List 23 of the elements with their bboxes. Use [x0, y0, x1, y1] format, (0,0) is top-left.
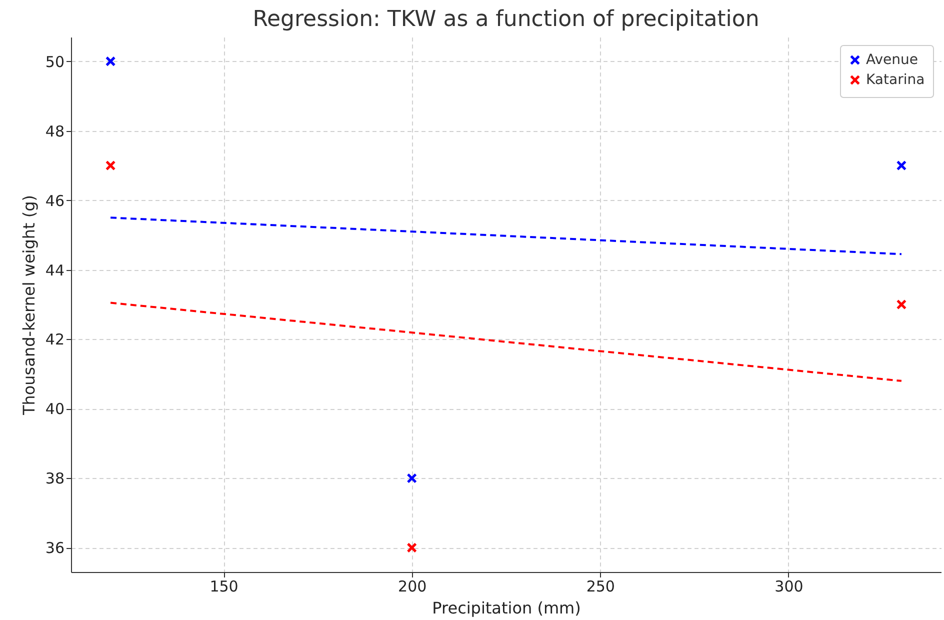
- point: [105, 56, 116, 66]
- chart-title: Regression: TKW as a function of precipitation: [252, 7, 760, 32]
- x-tick-label: 300: [774, 578, 804, 596]
- point: [406, 542, 417, 553]
- point: [105, 160, 116, 171]
- y-tick-label: 36: [45, 539, 64, 558]
- x-tick-label: 250: [586, 578, 615, 596]
- legend-label: Katarina: [866, 72, 925, 88]
- y-tick-label: 46: [45, 192, 64, 210]
- y-tick-label: 42: [45, 330, 64, 349]
- x-tick-label: 200: [398, 578, 427, 596]
- x-tick-label: 150: [210, 578, 238, 596]
- x-axis-title: Precipitation (mm): [432, 598, 581, 618]
- point: [896, 160, 907, 171]
- y-axis-title: Thousand-kernel weight (g): [19, 194, 38, 416]
- y-tick-label: 50: [45, 52, 64, 71]
- y-tick-label: 38: [45, 470, 64, 488]
- legend-label: Avenue: [866, 52, 918, 68]
- point: [896, 299, 907, 310]
- y-tick-label: 40: [45, 400, 64, 418]
- point: [406, 473, 417, 484]
- y-tick-label: 48: [45, 122, 64, 140]
- y-tick-label: 44: [45, 261, 64, 280]
